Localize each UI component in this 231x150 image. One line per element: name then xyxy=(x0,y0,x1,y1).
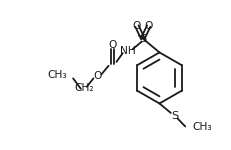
Text: CH₃: CH₃ xyxy=(48,70,67,80)
Text: S: S xyxy=(171,111,178,121)
Text: CH₂: CH₂ xyxy=(74,83,94,93)
Text: O: O xyxy=(133,21,141,31)
Text: O: O xyxy=(144,21,153,31)
Text: CH₃: CH₃ xyxy=(192,122,212,132)
Text: NH: NH xyxy=(120,46,136,56)
Text: O: O xyxy=(93,71,102,81)
Text: S: S xyxy=(139,34,146,44)
Text: O: O xyxy=(108,40,117,50)
